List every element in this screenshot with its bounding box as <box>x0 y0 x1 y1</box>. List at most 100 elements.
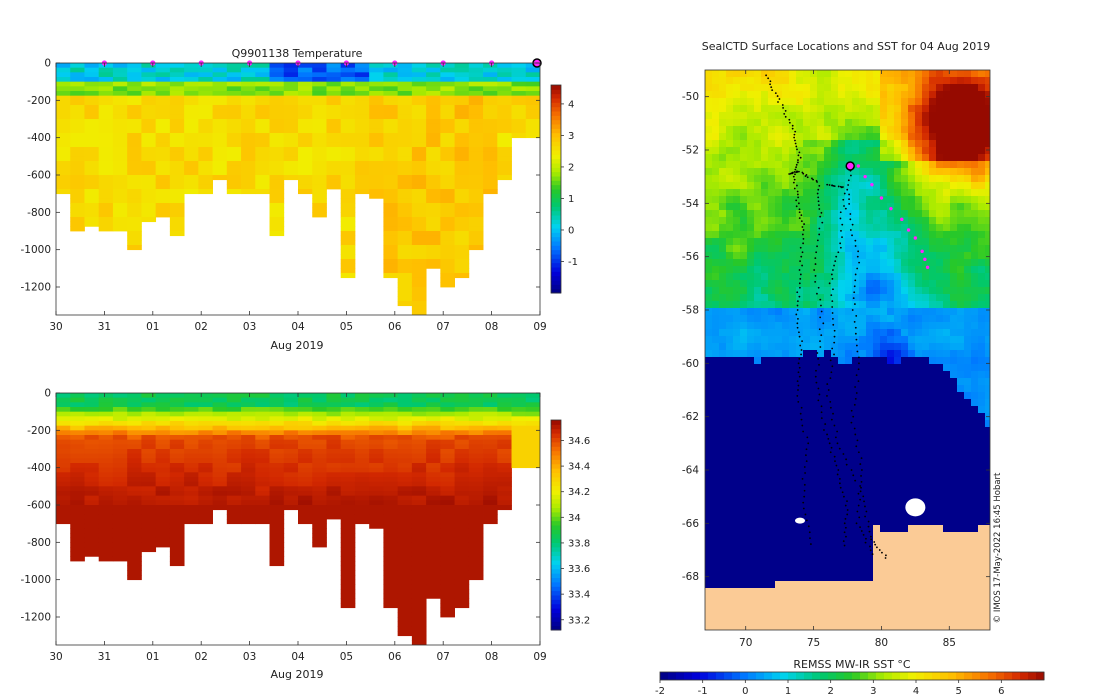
section-cell <box>511 435 527 441</box>
sst-cell <box>775 112 783 120</box>
sst-cell <box>971 441 979 449</box>
sst-cell <box>831 455 839 463</box>
sst-cell <box>747 91 755 99</box>
sst-cell <box>733 175 741 183</box>
sst-cell <box>733 84 741 92</box>
section-cell <box>369 407 384 413</box>
sst-cell <box>831 448 839 456</box>
sst-cell <box>901 434 909 442</box>
section-cell <box>411 612 427 618</box>
sst-cell <box>964 196 972 204</box>
sst-cell <box>831 98 839 106</box>
sst-cell <box>866 217 874 225</box>
section-cell <box>283 100 299 106</box>
sst-cell <box>712 140 720 148</box>
section-cell <box>340 105 356 111</box>
section-cell <box>241 463 256 469</box>
sst-cell <box>789 476 797 484</box>
sst-cell <box>754 210 762 218</box>
section-cell <box>383 147 399 153</box>
sst-cell <box>712 294 720 302</box>
section-cell <box>269 533 285 539</box>
section-cell <box>212 119 228 125</box>
section-cell <box>283 495 299 501</box>
section-cell <box>354 128 370 134</box>
sst-cell <box>887 140 895 148</box>
section-cell <box>312 509 327 515</box>
sst-cell <box>719 133 727 141</box>
temperature-x-tick-label: 04 <box>291 321 305 333</box>
sst-cell <box>705 441 713 449</box>
sst-cell <box>747 301 755 309</box>
section-cell <box>127 165 142 171</box>
sst-cell <box>761 476 769 484</box>
sst-cell <box>922 133 930 141</box>
section-cell <box>454 123 470 129</box>
sst-cell <box>936 441 944 449</box>
sst-cell <box>852 427 860 435</box>
sst-cell <box>866 441 874 449</box>
section-cell <box>397 528 413 534</box>
sst-cell <box>831 224 839 232</box>
sst-cell <box>915 140 923 148</box>
sst-cell <box>866 462 874 470</box>
sst-cell <box>915 224 923 232</box>
sst-cell <box>775 392 783 400</box>
sst-cell <box>761 196 769 204</box>
section-cell <box>184 416 199 422</box>
sst-cell <box>915 189 923 197</box>
section-cell <box>84 189 100 195</box>
temperature-colorbar-swatch <box>551 106 561 112</box>
section-cell <box>84 72 100 78</box>
sst-cell <box>712 196 720 204</box>
section-cell <box>383 421 399 427</box>
sst-cell <box>859 392 867 400</box>
sst-cell <box>901 336 909 344</box>
section-cell <box>454 579 470 585</box>
sst-cell <box>712 497 720 505</box>
sst-cell <box>985 308 990 316</box>
sst-cell <box>824 259 832 267</box>
sst-cell <box>880 217 888 225</box>
sst-cell <box>824 224 832 232</box>
section-cell <box>383 156 399 162</box>
section-cell <box>56 463 71 469</box>
sst-cell <box>957 203 965 211</box>
section-cell <box>283 63 299 69</box>
sst-cell <box>817 385 825 393</box>
sst-cell <box>817 140 825 148</box>
section-cell <box>454 170 470 176</box>
sst-cell <box>726 112 734 120</box>
sst-cell <box>726 378 734 386</box>
sst-cell <box>782 364 790 372</box>
sst-cell <box>824 490 832 498</box>
sst-cell <box>901 224 909 232</box>
section-cell <box>426 189 441 195</box>
sst-cell <box>894 112 902 120</box>
temperature-colorbar-swatch <box>551 180 561 186</box>
sst-cell <box>761 280 769 288</box>
section-cell <box>369 444 384 450</box>
sst-cell <box>978 189 986 197</box>
section-cell <box>255 91 270 97</box>
sst-cell <box>824 140 832 148</box>
section-cell <box>198 514 213 520</box>
section-cell <box>340 411 356 417</box>
section-cell <box>269 77 285 83</box>
sst-cell <box>922 273 930 281</box>
section-cell <box>426 435 441 441</box>
section-cell <box>84 95 100 101</box>
sst-cell <box>936 490 944 498</box>
sst-cell <box>978 245 986 253</box>
salinity-colorbar-swatch <box>551 511 561 517</box>
section-cell <box>340 397 356 403</box>
section-cell <box>354 142 370 148</box>
sst-cell <box>782 224 790 232</box>
sst-cell <box>747 154 755 162</box>
section-cell <box>411 635 427 641</box>
section-cell <box>483 500 498 506</box>
sst-cell <box>705 245 713 253</box>
section-cell <box>454 249 470 255</box>
sst-cell <box>796 483 804 491</box>
section-cell <box>411 301 427 307</box>
